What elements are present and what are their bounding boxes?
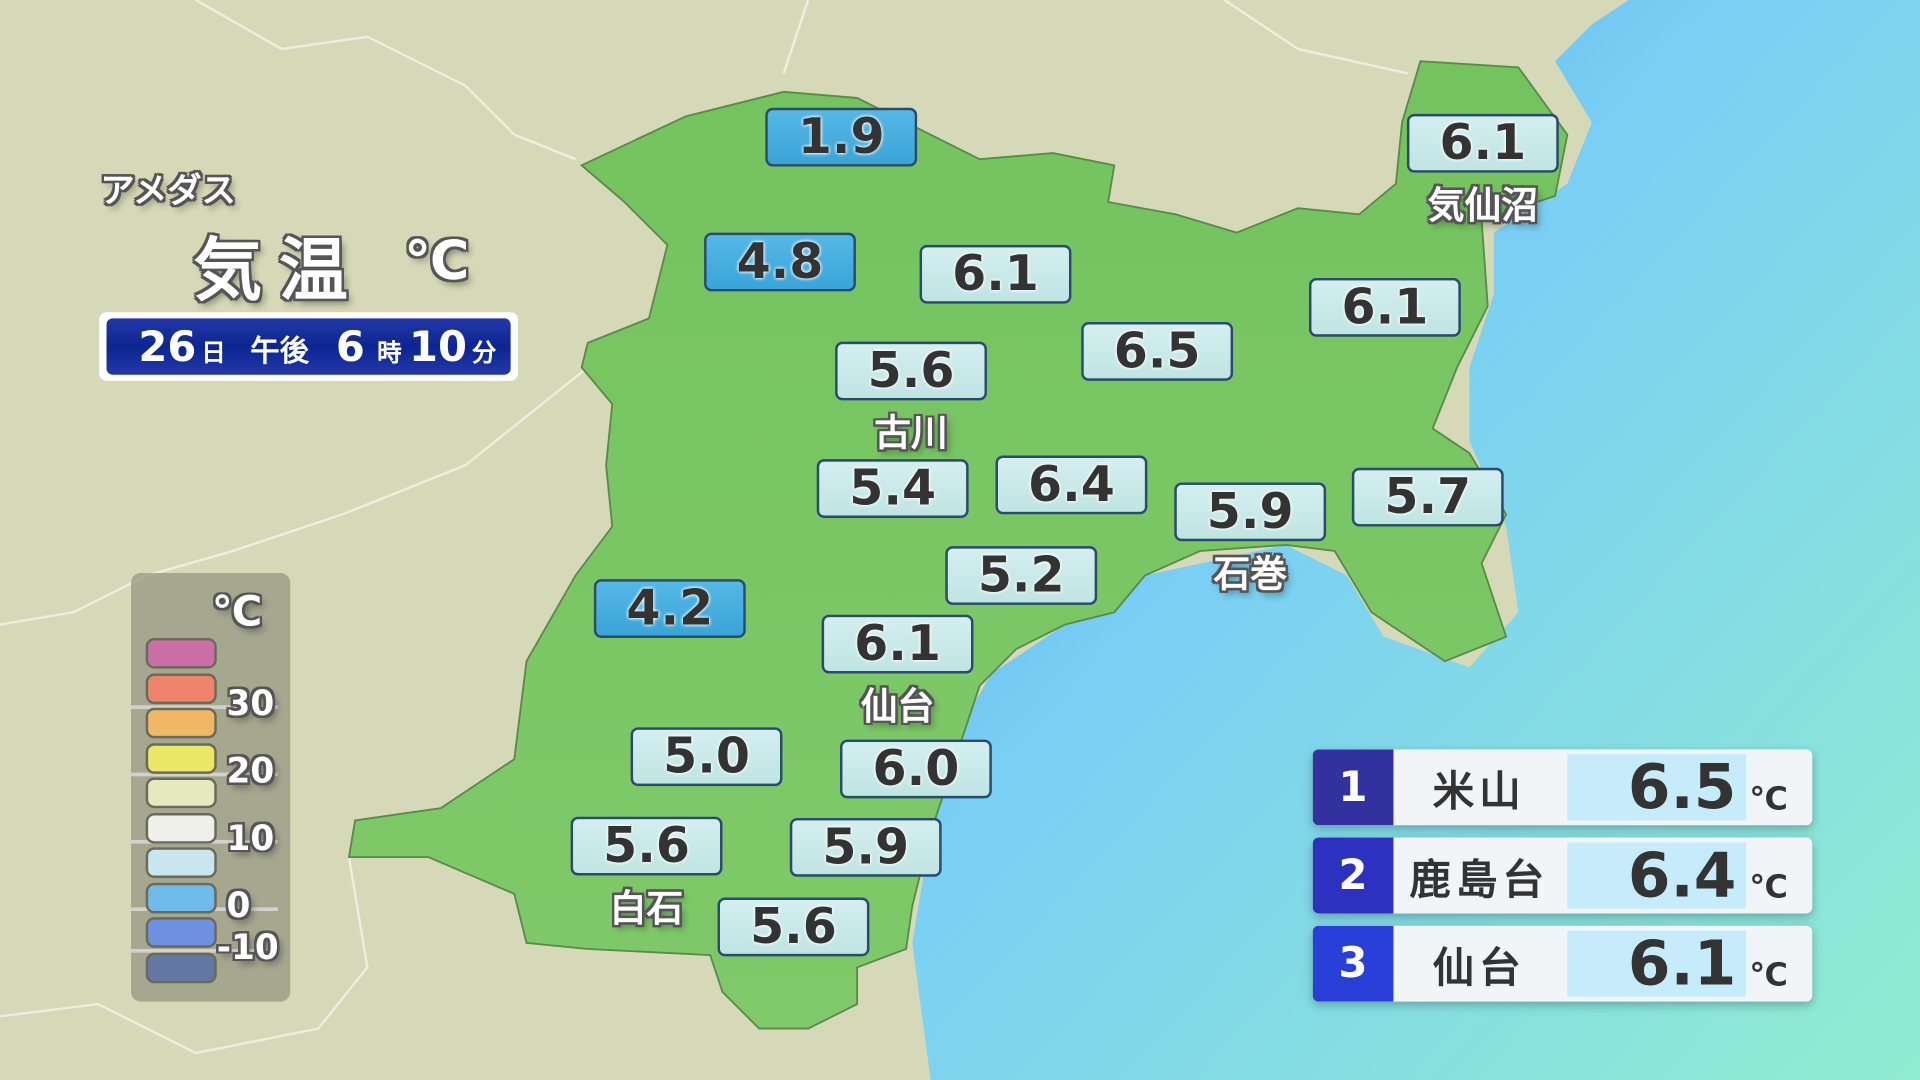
station-value: 5.2 xyxy=(945,546,1098,605)
ranking-row: 1 米山 6.5 ℃ xyxy=(1312,749,1813,826)
rank-station: 鹿島台 xyxy=(1409,855,1549,905)
legend-tick xyxy=(131,948,278,953)
legend-swatch xyxy=(145,672,217,704)
day: 26 xyxy=(138,323,197,373)
rank-value-bg xyxy=(1567,842,1747,909)
legend-swatch xyxy=(145,812,217,844)
legend-label: 10 xyxy=(226,817,275,859)
title-unit: ℃ xyxy=(404,230,470,293)
rank-unit: ℃ xyxy=(1749,957,1788,995)
legend-swatch xyxy=(145,847,217,878)
hour-unit: 時 xyxy=(377,337,402,368)
legend-tick xyxy=(131,772,278,777)
station-value: 5.6 xyxy=(570,816,723,876)
rank-number: 3 xyxy=(1312,925,1394,1002)
legend-swatch xyxy=(145,742,217,774)
station-value: 5.6 xyxy=(717,897,870,957)
legend-swatch xyxy=(145,777,217,809)
station-value: 4.2 xyxy=(593,579,746,638)
miyagi-land xyxy=(347,60,1569,1030)
legend-label: -10 xyxy=(216,926,279,968)
legend-label: 0 xyxy=(226,885,251,926)
rank-value: 6.1 xyxy=(1627,928,1737,1000)
rank-unit: ℃ xyxy=(1749,781,1788,818)
subtitle: アメダス xyxy=(100,170,236,211)
station-value: 5.0 xyxy=(630,727,783,787)
legend-label: 30 xyxy=(226,683,275,724)
station-value: 5.9 xyxy=(1174,482,1327,542)
legend-unit: ℃ xyxy=(211,587,263,637)
page-title: 気温 xyxy=(193,231,365,312)
minute: 10 xyxy=(408,323,467,373)
rank-value: 6.5 xyxy=(1627,751,1737,823)
rank-station: 米山 xyxy=(1432,767,1526,817)
rank-value-bg xyxy=(1567,754,1747,821)
rank-station: 仙台 xyxy=(1432,943,1526,993)
station-value: 5.9 xyxy=(789,817,942,877)
station-value: 5.6 xyxy=(835,341,987,401)
rank-number: 2 xyxy=(1312,837,1394,914)
prefecture-borders xyxy=(0,0,1409,1055)
hour: 6 xyxy=(335,323,365,373)
legend-swatch xyxy=(145,707,217,739)
station-name: 仙台 xyxy=(860,685,935,729)
station-value: 6.1 xyxy=(919,244,1072,304)
ranking-row: 3 仙台 6.1 ℃ xyxy=(1312,925,1813,1002)
station-value: 1.9 xyxy=(765,107,918,167)
rank-number: 1 xyxy=(1312,749,1394,826)
station-value: 6.1 xyxy=(1308,277,1461,337)
station-value: 5.4 xyxy=(816,459,969,518)
station-value: 6.4 xyxy=(995,455,1148,515)
rank-value: 6.4 xyxy=(1627,840,1737,912)
color-legend: ℃ 30 20 10 0 -10 xyxy=(131,573,291,1002)
station-value: 6.1 xyxy=(821,614,974,674)
legend-swatch xyxy=(145,952,217,983)
legend-swatch xyxy=(145,637,217,669)
station-name: 石巻 xyxy=(1213,553,1287,597)
legend-label: 20 xyxy=(226,750,275,792)
datetime-bar: 26 日 午後 6 時 10 分 xyxy=(99,312,518,381)
minute-unit: 分 xyxy=(471,337,497,368)
legend-swatch xyxy=(145,917,217,948)
rank-unit: ℃ xyxy=(1749,869,1788,907)
station-value: 6.1 xyxy=(1406,113,1559,173)
station-value: 6.0 xyxy=(840,739,992,799)
legend-tick xyxy=(131,705,278,709)
ampm: 午後 xyxy=(250,334,309,369)
station-name: 気仙沼 xyxy=(1427,184,1538,228)
rank-value-bg xyxy=(1567,930,1747,997)
station-name: 古川 xyxy=(874,412,948,456)
station-value: 5.7 xyxy=(1351,467,1504,527)
station-value: 4.8 xyxy=(704,232,856,292)
station-name: 白石 xyxy=(609,887,684,931)
day-unit: 日 xyxy=(201,337,226,368)
ranking-row: 2 鹿島台 6.4 ℃ xyxy=(1312,837,1813,914)
legend-swatch xyxy=(145,882,217,913)
station-value: 6.5 xyxy=(1081,322,1234,381)
